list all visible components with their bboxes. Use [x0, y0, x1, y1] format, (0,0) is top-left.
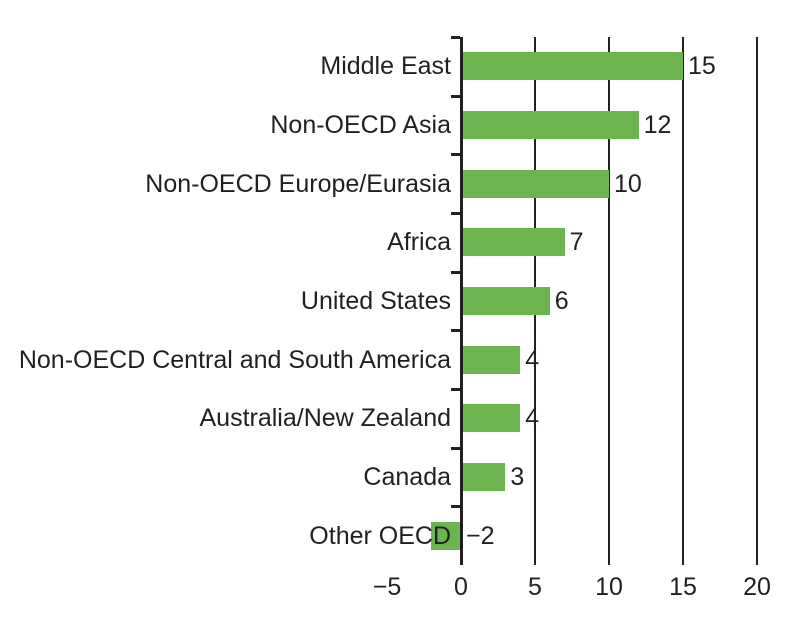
- x-axis-tick-label: 10: [595, 573, 623, 601]
- axis-tick: [450, 94, 460, 98]
- value-label: −2: [466, 521, 495, 550]
- axis-tick: [450, 153, 460, 157]
- bar-8: [461, 463, 506, 491]
- axis-tick: [450, 329, 460, 333]
- value-label: 10: [614, 169, 642, 198]
- axis-tick: [450, 446, 460, 450]
- x-axis-tick-label: 20: [743, 573, 771, 601]
- category-label: Australia/New Zealand: [199, 404, 451, 433]
- value-label: 6: [554, 287, 569, 315]
- value-label: 7: [569, 228, 584, 257]
- axis-tick: [450, 212, 460, 215]
- bar-5: [461, 287, 550, 315]
- category-label: Middle East: [320, 52, 451, 81]
- gridline-20: [756, 37, 758, 565]
- axis-tick: [450, 505, 460, 509]
- category-label: Non-OECD Asia: [270, 111, 451, 139]
- gridline-10: [608, 37, 610, 565]
- category-label: United States: [300, 287, 451, 315]
- bar-2: [461, 111, 639, 139]
- category-label: Non-OECD Europe/Eurasia: [145, 169, 451, 198]
- value-label: 12: [643, 111, 672, 139]
- category-label: Africa: [387, 228, 451, 257]
- category-label: Canada: [363, 463, 451, 491]
- axis-tick: [450, 388, 460, 391]
- value-label: 3: [510, 463, 525, 491]
- gridline-15: [682, 37, 684, 565]
- bar-6: [461, 345, 521, 374]
- x-axis-tick-label: 0: [454, 573, 468, 601]
- value-label: 4: [525, 404, 540, 433]
- bar-4: [461, 228, 565, 257]
- category-label: Other OECD: [309, 521, 451, 550]
- bar-7: [461, 404, 521, 433]
- bar-1: [461, 52, 683, 81]
- value-label: 4: [525, 345, 540, 374]
- x-axis-tick-label: −5: [372, 573, 402, 601]
- bar-3: [461, 169, 609, 198]
- axis-tick: [450, 36, 460, 39]
- value-label: 15: [688, 52, 716, 81]
- axis-tick: [450, 270, 460, 274]
- x-axis-tick-label: 5: [528, 573, 542, 601]
- bar-9: [431, 521, 461, 550]
- x-axis-tick-label: 15: [669, 573, 697, 601]
- category-label: Non-OECD Central and South America: [18, 345, 451, 374]
- y-axis-line: [459, 37, 463, 565]
